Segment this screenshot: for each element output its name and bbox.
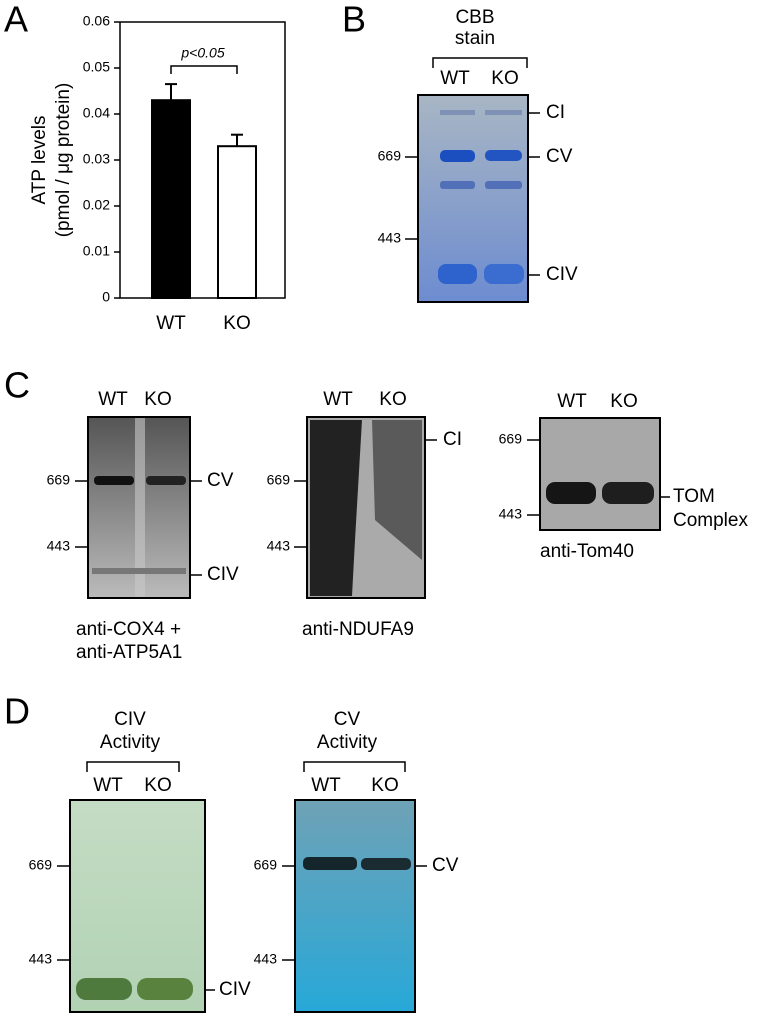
gel-header: CIV bbox=[114, 709, 146, 730]
band bbox=[76, 978, 132, 1000]
lane-label: KO bbox=[379, 389, 406, 410]
band-label: CI bbox=[443, 429, 462, 450]
caption: anti-COX4 + bbox=[76, 619, 181, 640]
band bbox=[137, 978, 193, 1000]
lane-label: KO bbox=[491, 68, 518, 89]
band bbox=[438, 264, 477, 284]
gel-b: CBB stain WT KO 669 443 CI CV CIV bbox=[378, 7, 578, 303]
band bbox=[94, 476, 134, 485]
bar-chart: ATP levels (pmol / μg protein) p<0.05 0 0… bbox=[29, 13, 286, 334]
band bbox=[440, 110, 475, 115]
gel-header: CV bbox=[334, 709, 361, 730]
marker-label: 443 bbox=[378, 230, 402, 246]
marker-label: 669 bbox=[267, 472, 291, 488]
y-tick-label: 0.02 bbox=[83, 197, 110, 213]
panel-label: A bbox=[4, 0, 28, 40]
band bbox=[546, 482, 596, 504]
lane-label: KO bbox=[371, 775, 398, 796]
lane-label: WT bbox=[440, 68, 470, 89]
marker-label: 443 bbox=[267, 538, 291, 554]
bracket bbox=[432, 57, 528, 68]
y-tick-label: 0 bbox=[102, 289, 110, 305]
lane-label: WT bbox=[557, 391, 587, 412]
band-label: CV bbox=[432, 855, 459, 876]
gel-d2: CV Activity WT KO 669 443 CV bbox=[254, 709, 459, 1013]
lane-label: WT bbox=[93, 775, 123, 796]
marker-label: 443 bbox=[254, 951, 278, 967]
gel-d1: CIV Activity WT KO 669 443 CIV bbox=[29, 709, 251, 1013]
bar bbox=[217, 145, 257, 299]
band-label: CIV bbox=[546, 264, 578, 285]
band bbox=[485, 150, 522, 161]
y-tick-label: 0.03 bbox=[83, 151, 110, 167]
panel-label: B bbox=[342, 0, 366, 40]
lane-label: KO bbox=[144, 775, 171, 796]
marker-label: 443 bbox=[29, 951, 53, 967]
band bbox=[440, 181, 475, 189]
gel bbox=[294, 799, 416, 1013]
bar bbox=[151, 99, 191, 299]
caption: anti-ATP5A1 bbox=[76, 642, 182, 663]
marker-label: 669 bbox=[29, 857, 53, 873]
x-tick-label: WT bbox=[156, 313, 186, 334]
smear bbox=[310, 420, 362, 596]
gel-header: CBB bbox=[455, 7, 494, 28]
band-label: CV bbox=[207, 470, 234, 491]
gel-c2: WT KO 669 443 CI anti-NDUFA9 bbox=[267, 389, 462, 640]
band bbox=[92, 568, 186, 574]
y-axis-label: ATP levels bbox=[29, 115, 50, 204]
significance-bracket bbox=[170, 65, 238, 74]
lane-label: WT bbox=[98, 389, 128, 410]
band bbox=[361, 858, 411, 870]
band bbox=[440, 150, 475, 162]
band bbox=[485, 181, 522, 189]
caption: anti-Tom40 bbox=[540, 541, 634, 562]
panel-label: C bbox=[4, 365, 30, 406]
band bbox=[602, 482, 654, 504]
lane-label: WT bbox=[323, 389, 353, 410]
y-tick-label: 0.05 bbox=[83, 59, 110, 75]
marker-label: 669 bbox=[47, 472, 71, 488]
lane-label: KO bbox=[144, 389, 171, 410]
annotation: p<0.05 bbox=[180, 45, 224, 61]
marker-label: 443 bbox=[47, 538, 71, 554]
x-tick-label: KO bbox=[223, 313, 250, 334]
band-label: CIV bbox=[219, 979, 251, 1000]
panel-label: D bbox=[4, 691, 30, 732]
lane-label: WT bbox=[311, 775, 341, 796]
y-tick-label: 0.04 bbox=[83, 105, 110, 121]
band bbox=[485, 110, 522, 115]
caption: anti-NDUFA9 bbox=[302, 619, 414, 640]
gel-c1: WT KO 669 443 CV CIV anti-COX4 + anti-AT… bbox=[47, 389, 239, 663]
marker-label: 669 bbox=[499, 431, 523, 447]
gel-c3: WT KO 669 443 TOM Complex anti-Tom40 bbox=[499, 391, 749, 562]
band-label: CI bbox=[546, 102, 565, 123]
gel-header: stain bbox=[455, 28, 495, 49]
y-tick-label: 0.06 bbox=[83, 13, 110, 29]
gel-header: Activity bbox=[100, 732, 161, 753]
gel-header: Activity bbox=[317, 732, 378, 753]
axis-frame bbox=[119, 21, 286, 299]
marker-label: 669 bbox=[378, 148, 402, 164]
band bbox=[146, 476, 186, 485]
band bbox=[303, 857, 357, 870]
band-label: TOM bbox=[673, 486, 715, 507]
marker-label: 443 bbox=[499, 506, 523, 522]
lane-label: KO bbox=[610, 391, 637, 412]
panel-labels: A B C D bbox=[4, 0, 366, 732]
band bbox=[484, 264, 524, 284]
y-axis-label: (pmol / μg protein) bbox=[53, 83, 74, 238]
band-label: CV bbox=[546, 146, 573, 167]
y-tick-label: 0.01 bbox=[83, 243, 110, 259]
smear bbox=[372, 420, 422, 560]
marker-label: 669 bbox=[254, 857, 278, 873]
gel bbox=[539, 417, 661, 531]
gel bbox=[69, 799, 206, 1013]
band-label: CIV bbox=[207, 564, 239, 585]
band-label: Complex bbox=[673, 510, 748, 531]
